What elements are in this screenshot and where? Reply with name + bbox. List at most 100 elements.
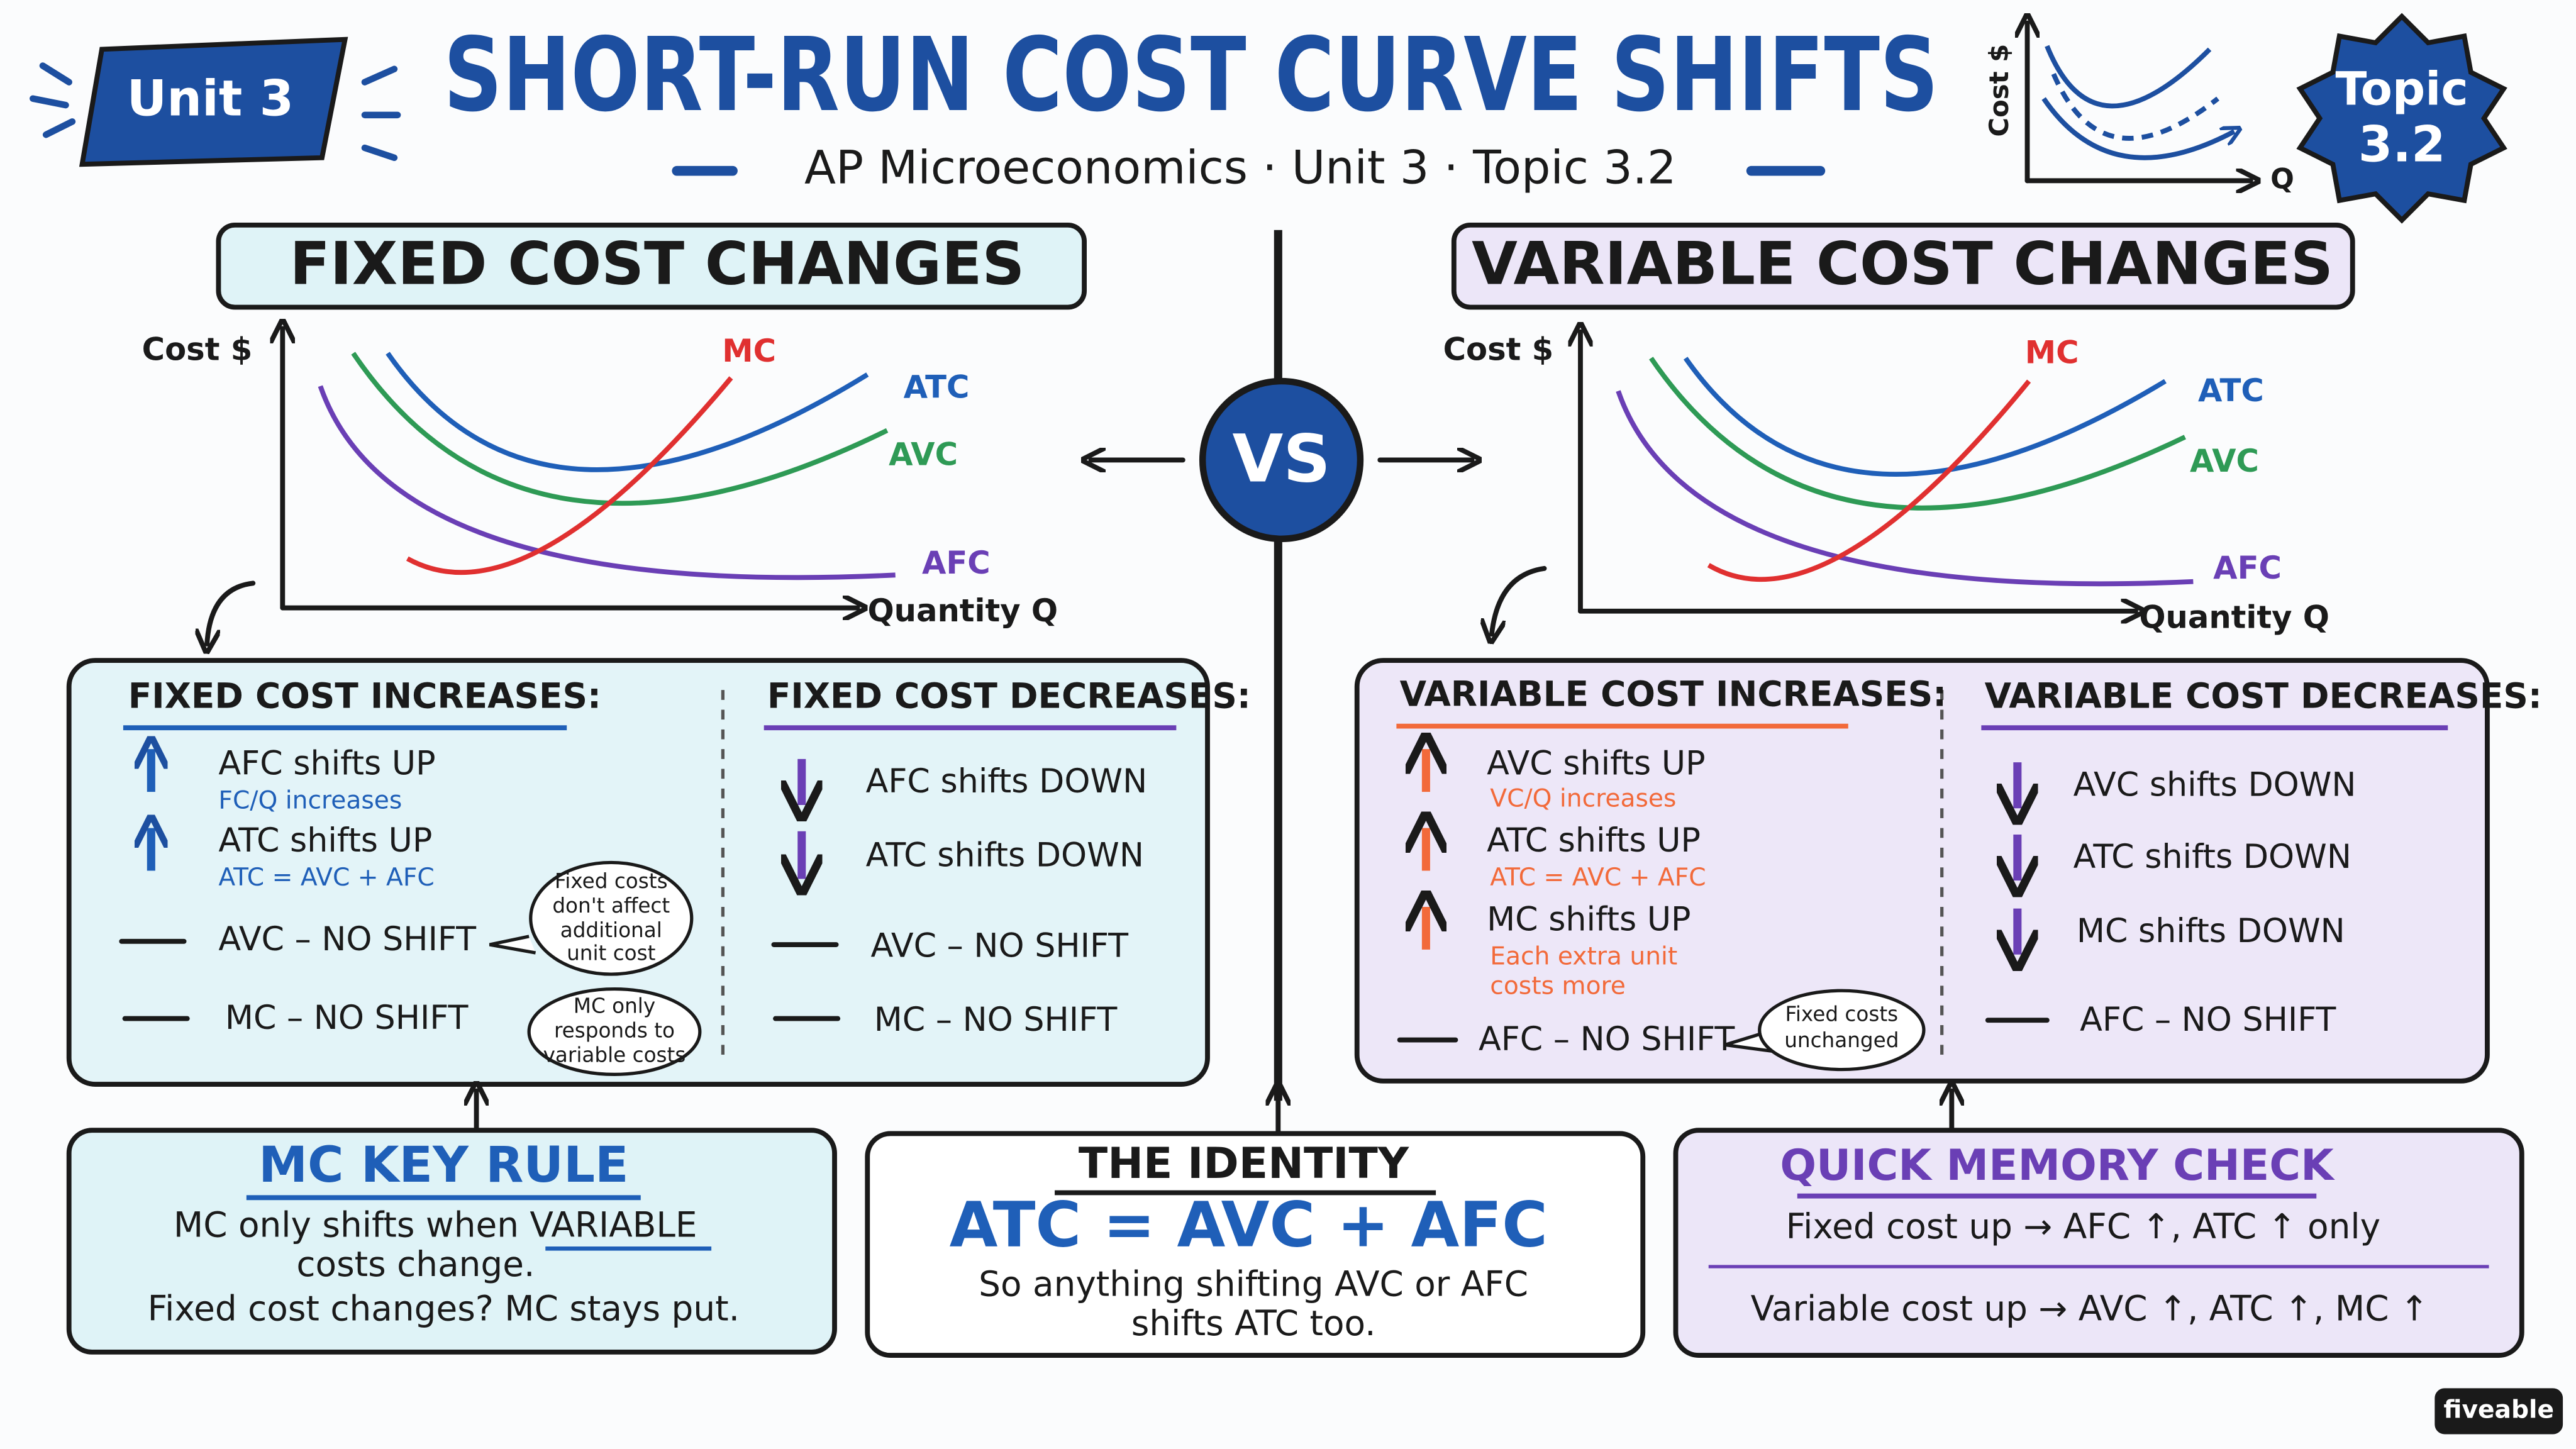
- curve-label: AVC: [2190, 443, 2259, 479]
- speech-bubble: [1758, 989, 1926, 1072]
- heading: FIXED COST INCREASES:: [128, 675, 601, 716]
- icon-curve: [2051, 73, 2219, 141]
- box-title: QUICK MEMORY CHECK: [1780, 1141, 2335, 1191]
- box: [1673, 1128, 2524, 1358]
- bubble-line: additional: [560, 918, 662, 942]
- curve-label: AFC: [922, 545, 991, 581]
- mini-graph-icon: Cost $ Q: [1984, 23, 2294, 195]
- item: ATC shifts DOWN: [2074, 838, 2351, 876]
- vs-circle: [1199, 377, 1364, 543]
- box-line: shifts ATC too.: [1131, 1303, 1376, 1343]
- logo-badge: [2434, 1388, 2563, 1435]
- box-title: MC KEY RULE: [258, 1136, 628, 1194]
- section-title-box: [216, 222, 1087, 310]
- atc-curve: [386, 352, 869, 472]
- bubble-line: unchanged: [1784, 1028, 1899, 1052]
- x-axis-label: Quantity Q: [2139, 599, 2329, 635]
- icon-curve: [2041, 97, 2235, 160]
- box-line: So anything shifting AVC or AFC: [979, 1264, 1528, 1304]
- formula: ATC = AVC + AFC: [950, 1189, 1548, 1261]
- item: MC shifts DOWN: [2077, 913, 2345, 950]
- curly-arrow: [207, 580, 256, 644]
- fixed-section: FIXED COST CHANGES Cost $ Quantity Q MC …: [66, 222, 1251, 1133]
- heading: VARIABLE COST DECREASES:: [1985, 675, 2542, 716]
- note: VC/Q increases: [1490, 785, 1676, 813]
- note: Each extra unit: [1490, 942, 1677, 970]
- box-title: THE IDENTITY: [1079, 1139, 1409, 1189]
- item: ATC shifts DOWN: [866, 837, 1144, 875]
- curve-label: AVC: [889, 436, 958, 473]
- item: MC – NO SHIFT: [225, 999, 469, 1037]
- bubble-tail: [489, 935, 536, 955]
- icon-curve: [2045, 45, 2212, 109]
- bubble-line: Fixed costs: [1785, 1002, 1898, 1026]
- content-box: [1354, 658, 2490, 1084]
- afc-curve: [318, 385, 896, 580]
- note: ATC = AVC + AFC: [1490, 863, 1706, 892]
- header: Unit 3 SHORT-RUN COST CURVE SHIFTS AP Mi…: [30, 13, 2507, 224]
- topic-badge-line: 3.2: [2358, 116, 2446, 174]
- curly-arrow: [1492, 565, 1547, 634]
- speech-bubble: [527, 987, 702, 1077]
- section-title: FIXED COST CHANGES: [290, 230, 1025, 299]
- curve-label: MC: [722, 333, 776, 369]
- bubble-line: Fixed costs: [555, 869, 668, 893]
- item: AFC shifts UP: [218, 745, 435, 782]
- item: ATC shifts UP: [218, 822, 432, 860]
- item: AVC shifts UP: [1487, 745, 1706, 782]
- y-axis-label: Cost $: [142, 331, 253, 368]
- item: AVC – NO SHIFT: [218, 921, 477, 958]
- logo: fiveable: [2443, 1396, 2554, 1424]
- mc-curve: [406, 376, 733, 575]
- speech-bubble: [529, 860, 694, 976]
- section-title-box: [1451, 222, 2355, 310]
- item: MC – NO SHIFT: [874, 1001, 1118, 1039]
- note: ATC = AVC + AFC: [218, 863, 434, 892]
- y-axis-label: Cost $: [1443, 331, 1554, 368]
- identity-box: THE IDENTITY ATC = AVC + AFC So anything…: [865, 1131, 1646, 1358]
- heading: VARIABLE COST INCREASES:: [1400, 674, 1947, 714]
- box: [865, 1131, 1646, 1358]
- atc-curve: [1683, 357, 2167, 477]
- item: AFC – NO SHIFT: [2080, 1001, 2336, 1039]
- section-title: VARIABLE COST CHANGES: [1472, 230, 2333, 299]
- note: costs more: [1490, 972, 1626, 1000]
- bubble-line: don't affect: [552, 894, 670, 918]
- avc-curve: [1649, 357, 2186, 511]
- x-axis-label: Quantity Q: [867, 592, 1058, 629]
- memory-box: QUICK MEMORY CHECK Fixed cost up → AFC ↑…: [1673, 1128, 2524, 1358]
- vs-label: VS: [1233, 420, 1331, 497]
- unit-badge-shape: [79, 36, 348, 167]
- mc-rule-box: MC KEY RULE MC only shifts when VARIABLE…: [66, 1128, 837, 1355]
- main-title: SHORT-RUN COST CURVE SHIFTS: [443, 16, 1938, 135]
- item: MC shifts UP: [1487, 901, 1690, 938]
- item: AFC shifts DOWN: [866, 763, 1148, 801]
- icon-x-label: Q: [2270, 163, 2294, 195]
- item: AFC – NO SHIFT: [1479, 1021, 1735, 1058]
- box-line: Fixed cost up → AFC ↑, ATC ↑ only: [1786, 1206, 2380, 1246]
- accent-strokes: [30, 62, 401, 161]
- unit-badge: Unit 3: [127, 70, 294, 127]
- bubble-line: variable costs: [543, 1043, 686, 1067]
- bubble-line: responds to: [554, 1018, 675, 1042]
- box-line: costs change.: [296, 1244, 535, 1284]
- curve-label: ATC: [2198, 372, 2264, 409]
- variable-section: VARIABLE COST CHANGES Cost $ Quantity Q …: [1354, 222, 2542, 1133]
- topic-badge-shape: [2296, 13, 2507, 224]
- item: AVC – NO SHIFT: [870, 927, 1129, 965]
- curve-label: AFC: [2213, 550, 2282, 586]
- bubble-line: unit cost: [567, 941, 656, 965]
- avc-curve: [351, 352, 889, 506]
- note: FC/Q increases: [218, 786, 402, 814]
- icon-y-label: Cost $: [1984, 44, 2014, 137]
- subtitle: AP Microeconomics · Unit 3 · Topic 3.2: [804, 142, 1677, 195]
- box: [66, 1128, 837, 1355]
- box-line: Fixed cost changes? MC stays put.: [148, 1289, 740, 1329]
- item: ATC shifts UP: [1487, 822, 1701, 860]
- afc-curve: [1616, 390, 2194, 587]
- mc-curve: [1707, 379, 2031, 582]
- topic-badge-line: Topic: [2336, 62, 2468, 116]
- item: AVC shifts DOWN: [2074, 766, 2357, 804]
